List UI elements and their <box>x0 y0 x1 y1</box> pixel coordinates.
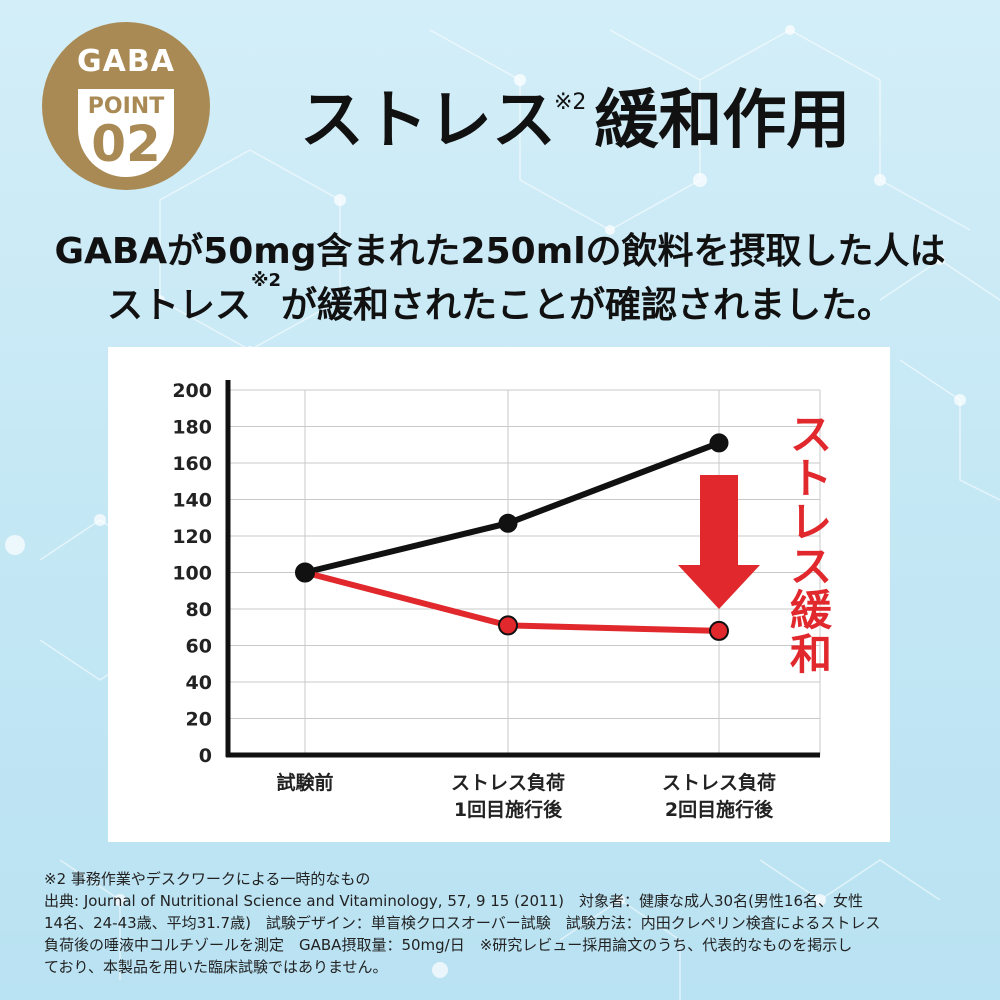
data-point-series-1 <box>709 433 729 453</box>
badge-top-text: GABA <box>77 44 175 79</box>
data-point-series-2 <box>709 620 729 641</box>
y-tick-label: 180 <box>172 417 212 439</box>
badge-point-text: POINT <box>87 94 165 119</box>
y-tick-label: 60 <box>186 636 212 658</box>
page-title: ストレス※2 緩和作用 <box>300 84 850 158</box>
y-tick-label: 80 <box>186 599 212 621</box>
data-point-series-1 <box>295 563 315 582</box>
data-point-series-1 <box>498 513 518 533</box>
note-line-4: 負荷後の唾液中コルチゾールを測定 GABA摂取量：50mg/日 ※研究レビュー採… <box>44 936 853 954</box>
note-line-5: ており、本製品を用いた臨床試験ではありません。 <box>44 958 388 976</box>
title-main: ストレス <box>300 84 556 158</box>
y-tick-label: 40 <box>186 672 212 694</box>
lead-superscript: ※2 <box>250 270 282 291</box>
y-tick-label: 0 <box>199 745 212 767</box>
note-line-1: ※2 事務作業やデスクワークによる一時的なもの <box>44 870 371 888</box>
lead-line-2-b: が緩和されたことが確認されました。 <box>281 285 894 326</box>
note-line-2: 出典: Journal of Nutritional Science and V… <box>44 892 864 910</box>
y-tick-label: 160 <box>172 453 212 475</box>
gaba-point-badge: GABA POINT 02 <box>42 22 210 190</box>
y-tick-label: 100 <box>172 563 212 585</box>
line-chart: 0 20 40 60 80 100 120 140 160 180 200 試験前 ストレス負荷 1回目施… <box>172 380 833 821</box>
title-rest: 緩和作用 <box>594 84 851 158</box>
lead-line-1: GABAが50mg含まれた250mlの飲料を摂取した人は <box>54 231 946 272</box>
x-tick-label: 試験前 <box>276 771 333 794</box>
y-tick-label: 20 <box>186 709 212 731</box>
stress-relief-arrow <box>678 475 760 609</box>
x-tick-label: ストレス負荷 1回目施行後 <box>451 771 565 821</box>
data-point-series-2 <box>498 615 518 636</box>
title-superscript: ※2 <box>554 90 587 115</box>
y-tick-label: 140 <box>172 490 212 512</box>
note-line-3: 14名、24-43歳、平均31.7歳) 試験デザイン：単盲検クロスオーバー試験 … <box>44 914 881 932</box>
series-line-1 <box>304 440 721 576</box>
badge-number: 02 <box>91 115 161 173</box>
y-tick-label: 200 <box>172 380 212 402</box>
x-tick-label: ストレス負荷 2回目施行後 <box>662 771 776 821</box>
chart-panel: 0 20 40 60 80 100 120 140 160 180 200 試験前 ストレス負荷 1回目施… <box>108 347 890 842</box>
annotation-label: ストレス緩和 <box>790 410 833 679</box>
badge-inner-panel <box>78 89 174 177</box>
y-tick-label: 120 <box>172 526 212 548</box>
lead-line-2: ストレス※2が緩和されたことが確認されました。 <box>0 270 1000 328</box>
lead-line-2-a: ストレス <box>106 285 251 326</box>
